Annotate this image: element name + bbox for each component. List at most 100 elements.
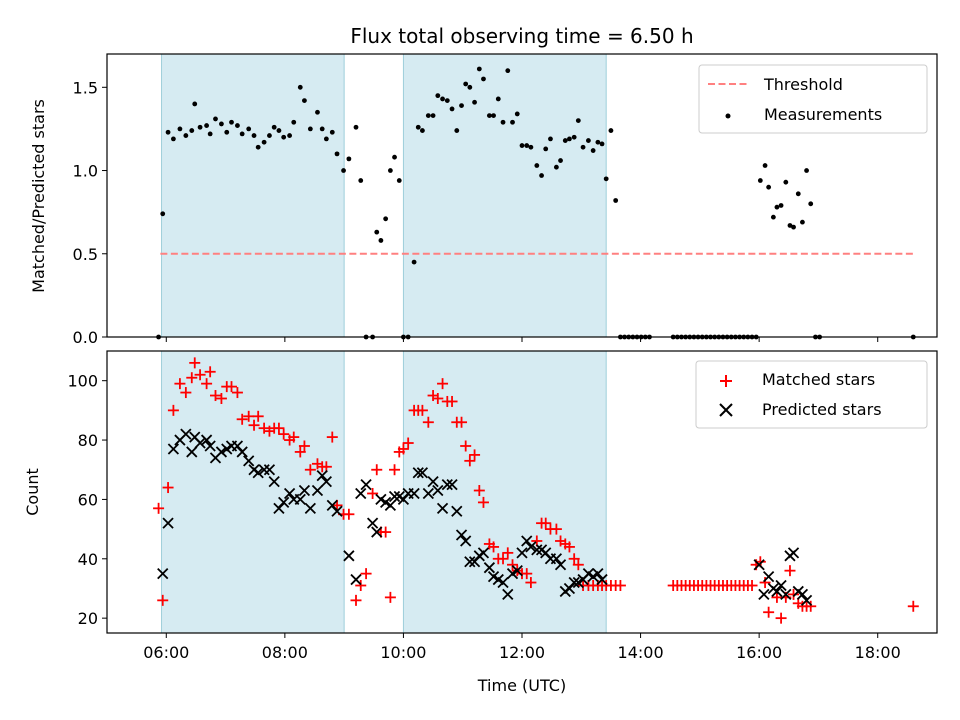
matched-stars-point xyxy=(540,517,552,529)
matched-stars-point xyxy=(397,443,409,455)
measurement-point xyxy=(762,163,768,168)
matched-stars-point xyxy=(243,410,255,422)
matched-stars-point xyxy=(550,523,562,535)
predicted-stars-point-b xyxy=(157,567,169,580)
predicted-stars-point-b xyxy=(283,487,296,500)
predicted-stars-point xyxy=(416,467,429,479)
predicted-stars-point xyxy=(294,493,306,506)
predicted-stars-point-b xyxy=(427,475,439,488)
matched-stars-point xyxy=(367,487,379,499)
predicted-stars-point xyxy=(521,535,533,547)
matched-stars-point xyxy=(343,508,355,520)
predicted-stars-point xyxy=(360,478,372,491)
predicted-stars-point xyxy=(531,544,543,556)
predicted-stars-point-b xyxy=(243,455,255,467)
matched-stars-point xyxy=(355,580,367,592)
top-legend: Threshold Measurements xyxy=(698,64,928,134)
measurement-point xyxy=(204,123,210,128)
measurement-point xyxy=(341,168,346,173)
measurement-point xyxy=(505,68,511,74)
predicted-stars-point xyxy=(787,547,800,559)
x-tick-label: 10:00 xyxy=(380,643,426,662)
matched-stars-point xyxy=(460,440,472,452)
measurement-point xyxy=(219,121,224,127)
predicted-stars-point-b xyxy=(800,594,813,606)
measurement-point xyxy=(795,191,801,197)
measurement-point xyxy=(430,113,436,118)
matched-stars-point xyxy=(231,387,243,399)
matched-stars-point xyxy=(464,455,476,467)
measurement-point xyxy=(287,133,292,138)
legend-predicted-swatch xyxy=(719,403,733,417)
predicted-stars-point-b xyxy=(521,535,533,547)
predicted-stars-point-b xyxy=(787,547,800,559)
predicted-stars-point-b xyxy=(464,556,476,568)
measurement-point xyxy=(334,151,340,157)
predicted-stars-point xyxy=(800,594,813,606)
predicted-stars-point xyxy=(753,559,765,571)
measurement-point xyxy=(787,223,793,228)
measurement-point xyxy=(291,119,297,125)
measurement-point xyxy=(539,173,544,178)
matched-stars-point xyxy=(469,449,481,461)
measurement-point xyxy=(510,119,515,125)
measurement-point xyxy=(396,178,402,183)
predicted-stars-point xyxy=(283,487,296,500)
measurement-point xyxy=(472,99,477,105)
matched-stars-point xyxy=(278,428,290,440)
y-tick-label: 40 xyxy=(78,550,98,569)
predicted-stars-point xyxy=(186,446,198,458)
predicted-stars-point-b xyxy=(350,573,362,586)
predicted-stars-point xyxy=(451,505,463,517)
measurement-point xyxy=(165,129,171,135)
predicted-stars-point xyxy=(550,553,563,565)
matched-stars-point xyxy=(416,404,428,416)
matched-stars-point xyxy=(563,541,575,553)
predicted-stars-point-b xyxy=(492,573,504,586)
matched-stars-point xyxy=(488,541,500,553)
legend-predicted-label: Predicted stars xyxy=(762,400,882,419)
measurement-point xyxy=(800,219,805,225)
measurement-point xyxy=(255,144,261,150)
predicted-stars-point xyxy=(157,567,169,580)
measurement-point xyxy=(590,148,596,153)
matched-stars-point xyxy=(360,568,372,580)
measurement-point xyxy=(500,119,506,125)
measurement-point xyxy=(425,113,431,118)
matched-stars-point xyxy=(521,568,533,580)
measurement-point xyxy=(486,113,492,118)
predicted-stars-point-b xyxy=(371,526,383,538)
measurement-point xyxy=(567,136,572,142)
measurement-point xyxy=(302,98,307,104)
matched-stars-point xyxy=(350,594,362,606)
measurement-point xyxy=(778,203,784,208)
predicted-stars-point xyxy=(771,585,783,598)
measurement-point xyxy=(440,96,445,102)
predicted-stars-point-b xyxy=(316,470,328,482)
measurement-point xyxy=(766,184,772,190)
predicted-stars-point xyxy=(252,467,264,479)
predicted-stars-point xyxy=(758,588,770,601)
observing-window-shade xyxy=(161,53,345,338)
measurement-point xyxy=(160,211,166,217)
matched-stars-point xyxy=(746,580,758,592)
measurement-point xyxy=(197,124,203,130)
matched-stars-point xyxy=(784,565,796,577)
measurement-point xyxy=(229,119,234,125)
matched-stars-point xyxy=(380,526,392,538)
matched-stars-point xyxy=(248,419,260,431)
predicted-stars-point-b xyxy=(511,565,523,577)
matched-stars-point xyxy=(788,588,800,600)
predicted-stars-point-b xyxy=(326,499,338,511)
measurement-point xyxy=(281,134,287,140)
predicted-stars-point xyxy=(180,428,192,440)
matched-stars-point xyxy=(226,381,237,393)
predicted-stars-point-b xyxy=(487,570,500,583)
predicted-stars-point-b xyxy=(596,573,608,586)
predicted-stars-point xyxy=(343,550,355,562)
x-tick-label: 06:00 xyxy=(143,643,189,662)
predicted-stars-point-b xyxy=(582,567,595,580)
predicted-stars-point-b xyxy=(236,446,248,458)
measurement-point xyxy=(519,143,525,148)
matched-stars-point xyxy=(294,446,306,458)
